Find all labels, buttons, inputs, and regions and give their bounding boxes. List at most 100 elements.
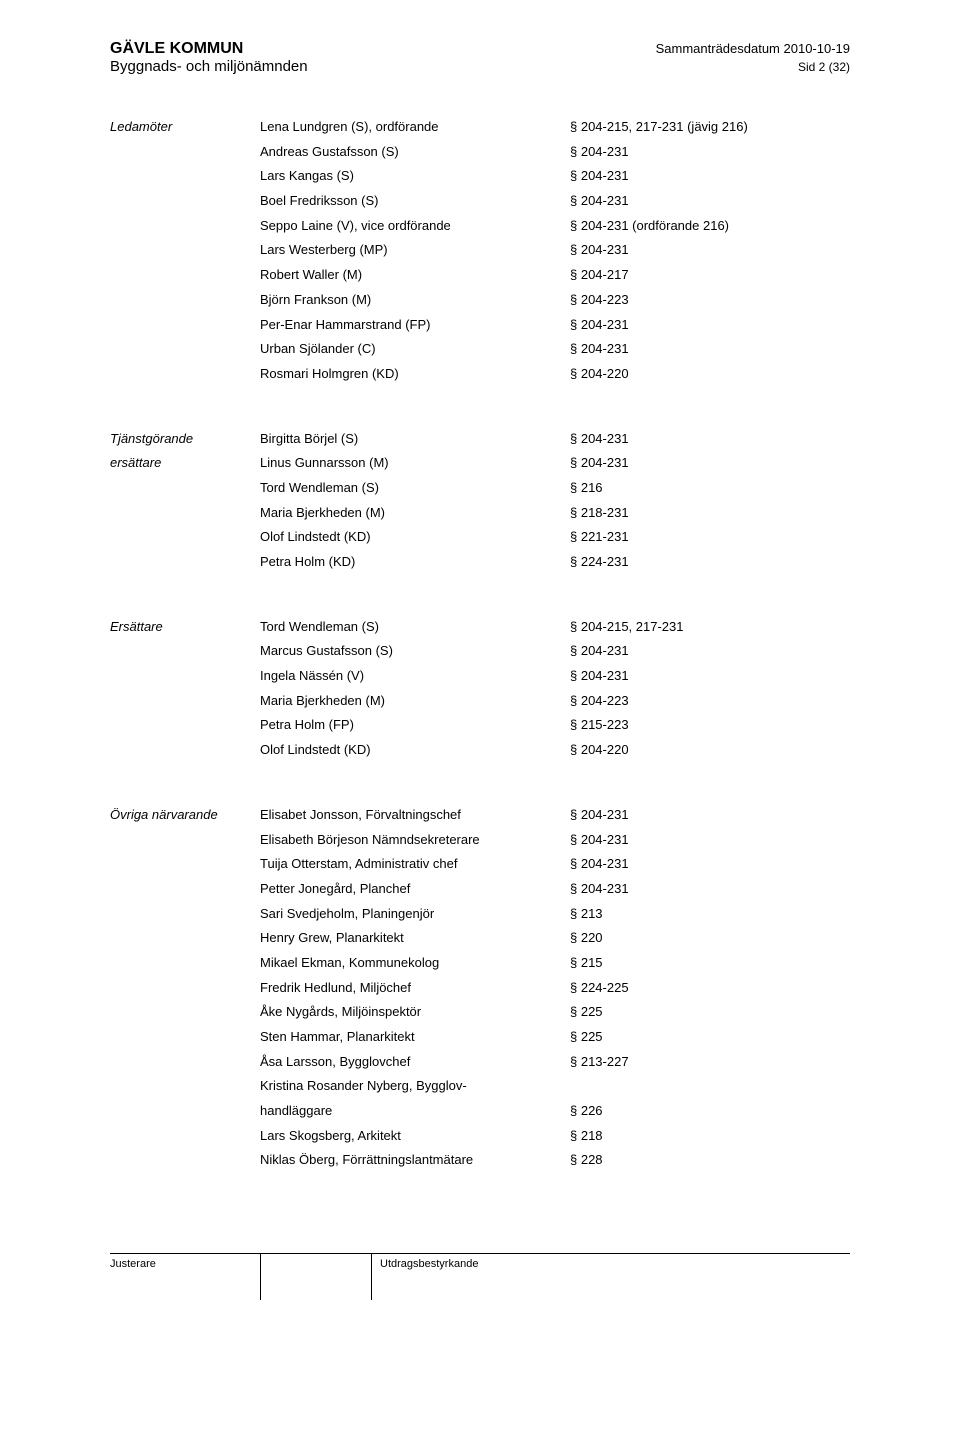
paragraph-ref: § 204-223 (570, 288, 850, 313)
paragraph-ref: § 204-231 (ordförande 216) (570, 214, 850, 239)
person-name: Niklas Öberg, Förrättningslantmätare (260, 1148, 570, 1173)
footer-justerare: Justerare (110, 1254, 260, 1300)
person-name: Åsa Larsson, Bygglovchef (260, 1050, 570, 1075)
paragraph-ref: § 213 (570, 902, 850, 927)
paragraph-ref: § 225 (570, 1000, 850, 1025)
paragraph-ref: § 213-227 (570, 1050, 850, 1075)
paragraph-ref: § 204-231 (570, 238, 850, 263)
paragraph-ref: § 204-215, 217-231 (jävig 216) (570, 115, 850, 140)
section-label (110, 525, 260, 550)
person-name: Birgitta Börjel (S) (260, 427, 570, 452)
table-row: handläggare§ 226 (110, 1099, 850, 1124)
paragraph-ref (570, 1074, 850, 1099)
section-label (110, 189, 260, 214)
paragraph-ref: § 225 (570, 1025, 850, 1050)
paragraph-ref: § 204-231 (570, 337, 850, 362)
section-label: Övriga närvarande (110, 803, 260, 828)
section-label (110, 664, 260, 689)
section-label (110, 1050, 260, 1075)
table-row: Mikael Ekman, Kommunekolog§ 215 (110, 951, 850, 976)
person-name: Petra Holm (FP) (260, 713, 570, 738)
section-label (110, 639, 260, 664)
page-number: Sid 2 (32) (798, 60, 850, 74)
table-row: Maria Bjerkheden (M)§ 218-231 (110, 501, 850, 526)
section-label (110, 926, 260, 951)
table-row: Åke Nygårds, Miljöinspektör§ 225 (110, 1000, 850, 1025)
person-name: Lars Skogsberg, Arkitekt (260, 1124, 570, 1149)
person-name: Rosmari Holmgren (KD) (260, 362, 570, 387)
table-row: Petra Holm (FP)§ 215-223 (110, 713, 850, 738)
section-label: Ledamöter (110, 115, 260, 140)
person-name: Lars Westerberg (MP) (260, 238, 570, 263)
person-name: Petra Holm (KD) (260, 550, 570, 575)
table-row: Per-Enar Hammarstrand (FP)§ 204-231 (110, 313, 850, 338)
person-name: Per-Enar Hammarstrand (FP) (260, 313, 570, 338)
paragraph-ref: § 204-220 (570, 738, 850, 763)
paragraph-ref: § 204-231 (570, 164, 850, 189)
person-name: Mikael Ekman, Kommunekolog (260, 951, 570, 976)
table-row: Sten Hammar, Planarkitekt§ 225 (110, 1025, 850, 1050)
section-label (110, 738, 260, 763)
person-name: Sten Hammar, Planarkitekt (260, 1025, 570, 1050)
footer-spacer (260, 1254, 372, 1300)
table-row: Tuija Otterstam, Administrativ chef§ 204… (110, 852, 850, 877)
table-row: Henry Grew, Planarkitekt§ 220 (110, 926, 850, 951)
table-row: Olof Lindstedt (KD)§ 204-220 (110, 738, 850, 763)
section-label (110, 1074, 260, 1099)
person-name: Lars Kangas (S) (260, 164, 570, 189)
table-row: LedamöterLena Lundgren (S), ordförande§ … (110, 115, 850, 140)
person-name: Lena Lundgren (S), ordförande (260, 115, 570, 140)
person-name: Petter Jonegård, Planchef (260, 877, 570, 902)
section-label (110, 1124, 260, 1149)
table-row: Kristina Rosander Nyberg, Bygglov- (110, 1074, 850, 1099)
section-label (110, 1099, 260, 1124)
section-label (110, 1000, 260, 1025)
person-name: Elisabeth Börjeson Nämndsekreterare (260, 828, 570, 853)
section-label (110, 238, 260, 263)
section-label: Ersättare (110, 615, 260, 640)
table-row: Maria Bjerkheden (M)§ 204-223 (110, 689, 850, 714)
table-row: Marcus Gustafsson (S)§ 204-231 (110, 639, 850, 664)
person-name: Tord Wendleman (S) (260, 615, 570, 640)
person-name: Maria Bjerkheden (M) (260, 501, 570, 526)
paragraph-ref: § 216 (570, 476, 850, 501)
meeting-date: Sammanträdesdatum 2010-10-19 (656, 41, 850, 56)
person-name: Fredrik Hedlund, Miljöchef (260, 976, 570, 1001)
paragraph-ref: § 204-231 (570, 664, 850, 689)
person-name: Marcus Gustafsson (S) (260, 639, 570, 664)
table-row: Åsa Larsson, Bygglovchef§ 213-227 (110, 1050, 850, 1075)
paragraph-ref: § 218-231 (570, 501, 850, 526)
table-row: Sari Svedjeholm, Planingenjör§ 213 (110, 902, 850, 927)
section-label (110, 902, 260, 927)
person-name: Boel Fredriksson (S) (260, 189, 570, 214)
person-name: Olof Lindstedt (KD) (260, 525, 570, 550)
table-row: Rosmari Holmgren (KD)§ 204-220 (110, 362, 850, 387)
person-name: Maria Bjerkheden (M) (260, 689, 570, 714)
paragraph-ref: § 204-220 (570, 362, 850, 387)
table-row: TjänstgörandeBirgitta Börjel (S)§ 204-23… (110, 427, 850, 452)
table-row: Niklas Öberg, Förrättningslantmätare§ 22… (110, 1148, 850, 1173)
section-label (110, 362, 260, 387)
person-name: Tord Wendleman (S) (260, 476, 570, 501)
section-label (110, 288, 260, 313)
section: ErsättareTord Wendleman (S)§ 204-215, 21… (110, 615, 850, 763)
table-row: Fredrik Hedlund, Miljöchef§ 224-225 (110, 976, 850, 1001)
table-row: ersättareLinus Gunnarsson (M)§ 204-231 (110, 451, 850, 476)
paragraph-ref: § 204-231 (570, 828, 850, 853)
table-row: Seppo Laine (V), vice ordförande§ 204-23… (110, 214, 850, 239)
org-name: GÄVLE KOMMUN (110, 40, 243, 58)
table-row: Robert Waller (M)§ 204-217 (110, 263, 850, 288)
person-name: Björn Frankson (M) (260, 288, 570, 313)
section-label (110, 550, 260, 575)
section-label (110, 476, 260, 501)
department-name: Byggnads- och miljönämnden (110, 58, 308, 75)
table-row: Lars Skogsberg, Arkitekt§ 218 (110, 1124, 850, 1149)
section-label: Tjänstgörande (110, 427, 260, 452)
person-name: Seppo Laine (V), vice ordförande (260, 214, 570, 239)
paragraph-ref: § 204-231 (570, 313, 850, 338)
paragraph-ref: § 228 (570, 1148, 850, 1173)
section-label: ersättare (110, 451, 260, 476)
table-row: Petra Holm (KD)§ 224-231 (110, 550, 850, 575)
paragraph-ref: § 220 (570, 926, 850, 951)
paragraph-ref: § 204-231 (570, 140, 850, 165)
